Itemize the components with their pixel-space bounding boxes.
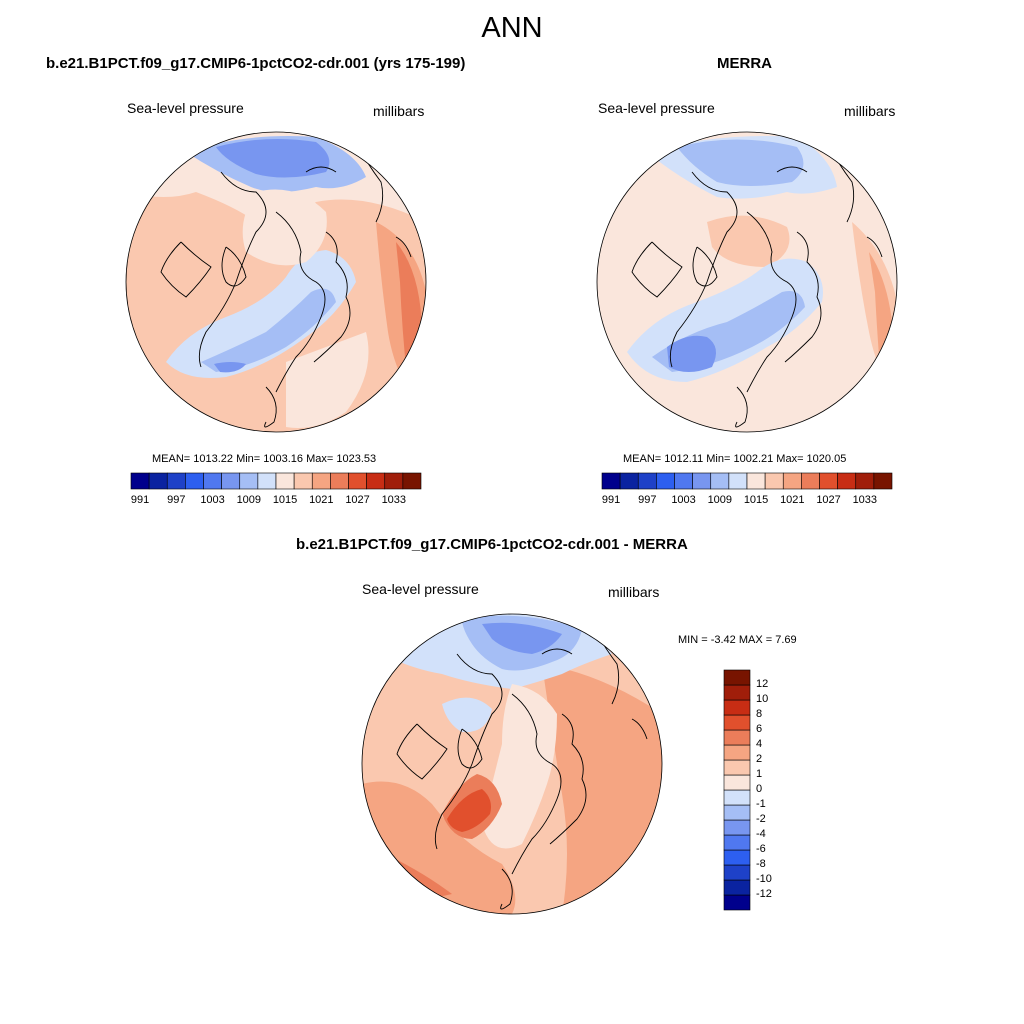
colorbar-tick-label: 12	[756, 678, 769, 690]
colorbar-swatch	[130, 472, 150, 490]
panel-1-stats: MEAN= 1013.22 Min= 1003.16 Max= 1023.53	[152, 453, 377, 465]
colorbar-swatch	[366, 472, 386, 490]
colorbar-swatch	[723, 729, 751, 746]
panel-3-polar-map	[361, 613, 663, 915]
colorbar-swatch	[723, 804, 751, 821]
colorbar-tick-label: 1	[756, 768, 763, 780]
colorbar-tick-label: 6	[756, 723, 763, 735]
colorbar-tick-label: -2	[756, 813, 766, 825]
panel-3-title: b.e21.B1PCT.f09_g17.CMIP6-1pctCO2-cdr.00…	[296, 536, 688, 553]
panel-1-colorbar	[130, 472, 422, 490]
colorbar-swatch	[601, 472, 621, 490]
colorbar-swatch	[311, 472, 331, 490]
colorbar-tick-label: 991	[130, 494, 150, 506]
colorbar-swatch	[257, 472, 277, 490]
colorbar-tick-label: 997	[167, 494, 186, 506]
colorbar-swatch	[148, 472, 168, 490]
colorbar-swatch	[801, 472, 820, 490]
panel-1-units-label: millibars	[373, 103, 425, 119]
colorbar-tick-label: 1015	[272, 494, 298, 506]
colorbar-swatch	[837, 472, 857, 490]
colorbar-swatch	[746, 472, 766, 490]
colorbar-tick-label: 1003	[200, 494, 225, 506]
panel-1-polar-map	[125, 131, 427, 433]
colorbar-swatch	[782, 472, 802, 490]
colorbar-tick-label: 1003	[671, 494, 696, 506]
panel-2-polar-map	[596, 131, 898, 433]
colorbar-tick-label: 1027	[816, 494, 841, 506]
panel-3-stats: MIN = -3.42 MAX = 7.69	[678, 634, 797, 646]
panel-2-units-label: millibars	[844, 103, 896, 119]
panel-2-colorbar	[601, 472, 893, 490]
colorbar-tick-label: 1033	[852, 494, 878, 506]
colorbar-swatch	[723, 669, 751, 686]
colorbar-tick-label: -8	[756, 858, 766, 870]
colorbar-swatch	[293, 472, 313, 490]
panel-1-title: b.e21.B1PCT.f09_g17.CMIP6-1pctCO2-cdr.00…	[46, 55, 466, 72]
colorbar-swatch	[723, 684, 751, 701]
colorbar-tick-label: 1015	[743, 494, 769, 506]
panel-1-variable-label: Sea-level pressure	[127, 100, 244, 116]
colorbar-swatch	[330, 472, 349, 490]
main-title: ANN	[481, 12, 543, 44]
colorbar-swatch	[723, 699, 751, 716]
colorbar-swatch	[723, 894, 751, 911]
colorbar-swatch	[710, 472, 730, 490]
colorbar-tick-label: 10	[756, 693, 769, 705]
colorbar-swatch	[203, 472, 222, 490]
colorbar-swatch	[674, 472, 693, 490]
colorbar-tick-label: 1009	[707, 494, 733, 506]
colorbar-tick-label: 1033	[381, 494, 407, 506]
panel-3-colorbar	[723, 669, 751, 911]
colorbar-swatch	[723, 744, 751, 761]
colorbar-swatch	[637, 472, 657, 490]
colorbar-swatch	[723, 879, 751, 896]
colorbar-swatch	[185, 472, 204, 490]
colorbar-swatch	[723, 789, 751, 806]
colorbar-swatch	[402, 472, 422, 490]
colorbar-tick-label: 2	[756, 753, 763, 765]
colorbar-swatch	[723, 864, 751, 881]
colorbar-swatch	[239, 472, 259, 490]
colorbar-swatch	[855, 472, 875, 490]
colorbar-swatch	[873, 472, 893, 490]
colorbar-swatch	[728, 472, 748, 490]
colorbar-swatch	[692, 472, 712, 490]
colorbar-swatch	[819, 472, 838, 490]
colorbar-tick-label: -6	[756, 843, 766, 855]
colorbar-swatch	[723, 759, 751, 776]
colorbar-tick-label: -10	[756, 873, 772, 885]
colorbar-swatch	[384, 472, 404, 490]
colorbar-tick-label: 1021	[780, 494, 805, 506]
colorbar-swatch	[275, 472, 295, 490]
colorbar-tick-label: -1	[756, 798, 766, 810]
panel-3-units-label: millibars	[608, 584, 660, 600]
colorbar-swatch	[723, 819, 751, 836]
colorbar-swatch	[166, 472, 186, 490]
colorbar-tick-label: -12	[756, 888, 772, 900]
colorbar-swatch	[723, 774, 751, 791]
colorbar-swatch	[619, 472, 639, 490]
colorbar-swatch	[764, 472, 784, 490]
colorbar-tick-label: 1021	[309, 494, 334, 506]
colorbar-tick-label: 1009	[236, 494, 262, 506]
panel-2-variable-label: Sea-level pressure	[598, 100, 715, 116]
colorbar-tick-label: 1027	[345, 494, 370, 506]
colorbar-swatch	[723, 834, 751, 851]
panel-2-title: MERRA	[717, 55, 772, 72]
colorbar-swatch	[348, 472, 367, 490]
colorbar-tick-label: 4	[756, 738, 763, 750]
colorbar-tick-label: 8	[756, 708, 763, 720]
panel-3-variable-label: Sea-level pressure	[362, 581, 479, 597]
colorbar-tick-label: -4	[756, 828, 766, 840]
colorbar-swatch	[656, 472, 675, 490]
colorbar-swatch	[723, 714, 751, 731]
colorbar-tick-label: 997	[638, 494, 657, 506]
colorbar-swatch	[723, 849, 751, 866]
colorbar-tick-label: 991	[601, 494, 621, 506]
panel-2-stats: MEAN= 1012.11 Min= 1002.21 Max= 1020.05	[623, 453, 847, 465]
colorbar-tick-label: 0	[756, 783, 763, 795]
colorbar-swatch	[221, 472, 241, 490]
